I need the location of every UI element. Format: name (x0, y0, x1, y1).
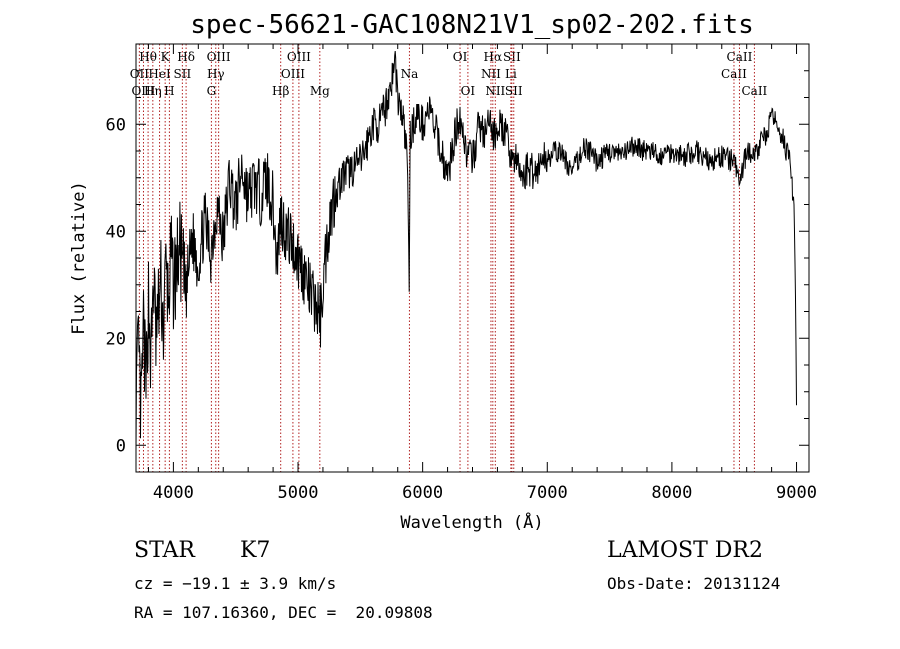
spectrum-line (135, 50, 797, 451)
spectrum-layer (135, 50, 797, 451)
obs-date: Obs-Date: 20131124 (607, 574, 781, 593)
plot-frame (135, 43, 810, 473)
line-marker-label: SII (503, 50, 521, 64)
line-marker-label: Hθ (139, 50, 157, 64)
x-tick-label: 4000 (153, 483, 194, 503)
line-marker-label: Li (505, 67, 517, 81)
spectral-class: STAR (134, 538, 195, 563)
line-marker-label: Hβ (272, 84, 289, 98)
x-tick-label: 6000 (402, 483, 443, 503)
line-marker-label: OIII (287, 50, 311, 64)
ra-dec: RA = 107.16360, DEC = 20.09808 (134, 603, 433, 622)
line-marker-label: OIII (131, 84, 155, 98)
axis-ticks: 4000 5000 6000 7000 8000 9000 0 20 40 60 (106, 43, 817, 503)
y-tick-label: 20 (106, 329, 126, 349)
line-marker-label: Hα (484, 50, 503, 64)
line-marker-label: Hγ (207, 67, 225, 81)
line-marker-label: Hη (144, 84, 162, 98)
line-marker-label: OI (453, 50, 468, 64)
line-marker-layer: HθOIIOIIIHηHeIKHSIIHδGHγOIIIHβOIIIOIIIMg… (130, 44, 768, 472)
line-marker-label: K (161, 50, 171, 64)
survey-name: LAMOST DR2 (607, 538, 763, 563)
line-marker-label: CaII (741, 84, 767, 98)
line-marker-label: OIII (207, 50, 231, 64)
y-tick-label: 0 (116, 436, 126, 456)
line-marker-label: Hδ (177, 50, 195, 64)
line-marker-label: HeI (148, 67, 171, 81)
x-tick-label: 5000 (278, 483, 319, 503)
x-tick-label: 9000 (776, 483, 817, 503)
line-marker-label: H (164, 84, 174, 98)
line-marker-label: Mg (310, 84, 330, 98)
line-marker-label: OIII (281, 67, 305, 81)
line-marker-label: OII (130, 67, 150, 81)
y-tick-label: 60 (106, 115, 126, 135)
line-marker-label: G (207, 84, 217, 98)
y-tick-label: 40 (106, 222, 126, 242)
chart-title: spec-56621-GAC108N21V1_sp02-202.fits (190, 10, 754, 40)
line-marker-label: NII (485, 84, 505, 98)
spectral-subclass: K7 (240, 538, 271, 563)
line-marker-label: CaII (727, 50, 753, 64)
line-marker-label: SII (174, 67, 192, 81)
redshift-text: cz = −19.1 ± 3.9 km/s (134, 574, 337, 593)
line-marker-label: CaII (721, 67, 747, 81)
line-marker-label: OI (461, 84, 476, 98)
x-tick-label: 8000 (651, 483, 692, 503)
x-tick-label: 7000 (527, 483, 568, 503)
y-axis-label: Flux (relative) (69, 181, 89, 335)
x-axis-label: Wavelength (Å) (400, 511, 543, 533)
line-marker-label: NII (481, 67, 501, 81)
line-marker-label: Na (401, 67, 419, 81)
line-marker-label: SII (505, 84, 523, 98)
